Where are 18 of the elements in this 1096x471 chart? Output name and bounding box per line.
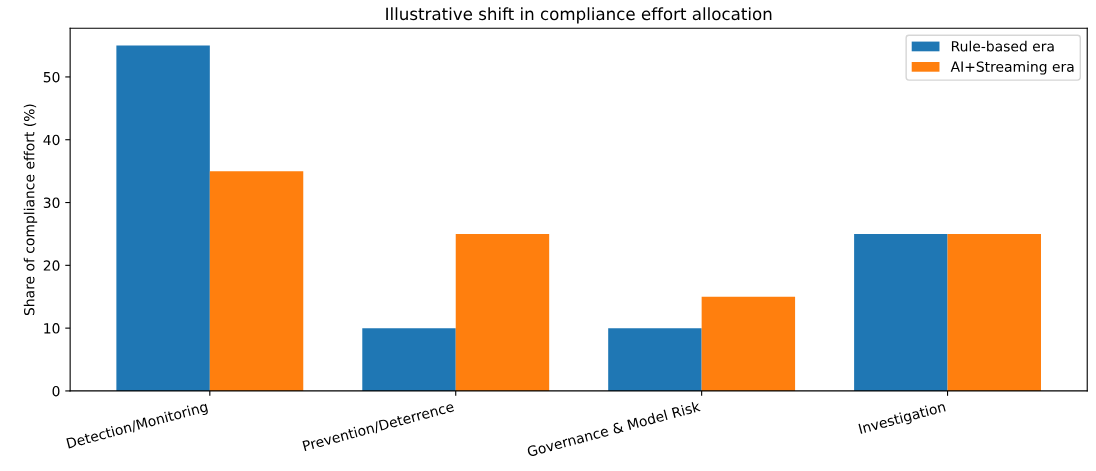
y-tick-label: 0	[52, 385, 60, 397]
bar	[209, 171, 304, 391]
bar	[947, 233, 1041, 391]
bar	[854, 233, 948, 391]
chart-title: Illustrative shift in compliance effort allocation	[386, 7, 772, 24]
legend-label: Rule-based era	[951, 40, 1054, 52]
bar	[701, 296, 796, 391]
y-tick-label: 10	[44, 323, 60, 334]
legend-label: AI+Streaming era	[950, 61, 1074, 75]
y-axis-title: Share of compliance effort (%)	[23, 104, 38, 316]
y-tick-label: 40	[43, 134, 60, 146]
y-tick-label: 50	[43, 71, 60, 83]
y-tick-label: 30	[43, 197, 60, 208]
bar	[455, 233, 550, 391]
bar	[362, 328, 456, 391]
y-tick-label: 20	[43, 260, 60, 271]
bar	[116, 45, 210, 391]
bar	[608, 328, 702, 391]
